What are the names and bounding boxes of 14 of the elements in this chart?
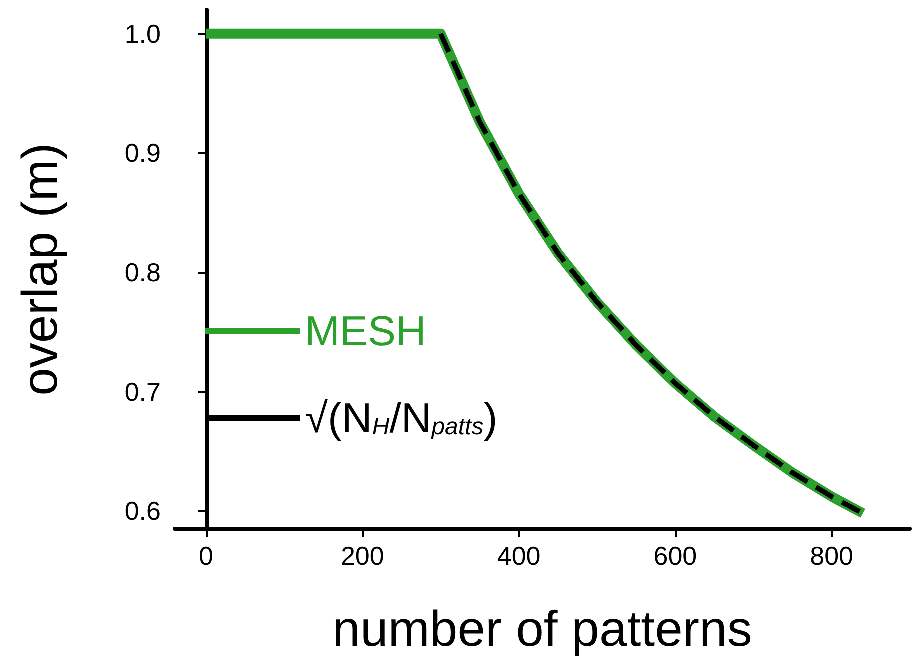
y-tick-label: 0.9	[124, 138, 161, 168]
y-tick-label: 0.6	[124, 496, 161, 526]
y-tick-label: 0.8	[124, 257, 161, 288]
x-tick-label: 600	[654, 541, 698, 571]
y-axis-title: overlap (m)	[12, 143, 68, 396]
x-tick-label: 400	[497, 541, 541, 571]
y-tick-label: 0.7	[124, 376, 161, 407]
legend-label: √(NH/Npatts)	[305, 394, 498, 442]
x-tick-label: 0	[199, 541, 214, 571]
x-tick-label: 800	[810, 541, 854, 571]
y-tick-label: 1.0	[124, 18, 161, 49]
x-tick-label: 200	[340, 541, 384, 571]
legend-label: MESH	[305, 308, 426, 354]
x-axis-title: number of patterns	[332, 601, 752, 657]
